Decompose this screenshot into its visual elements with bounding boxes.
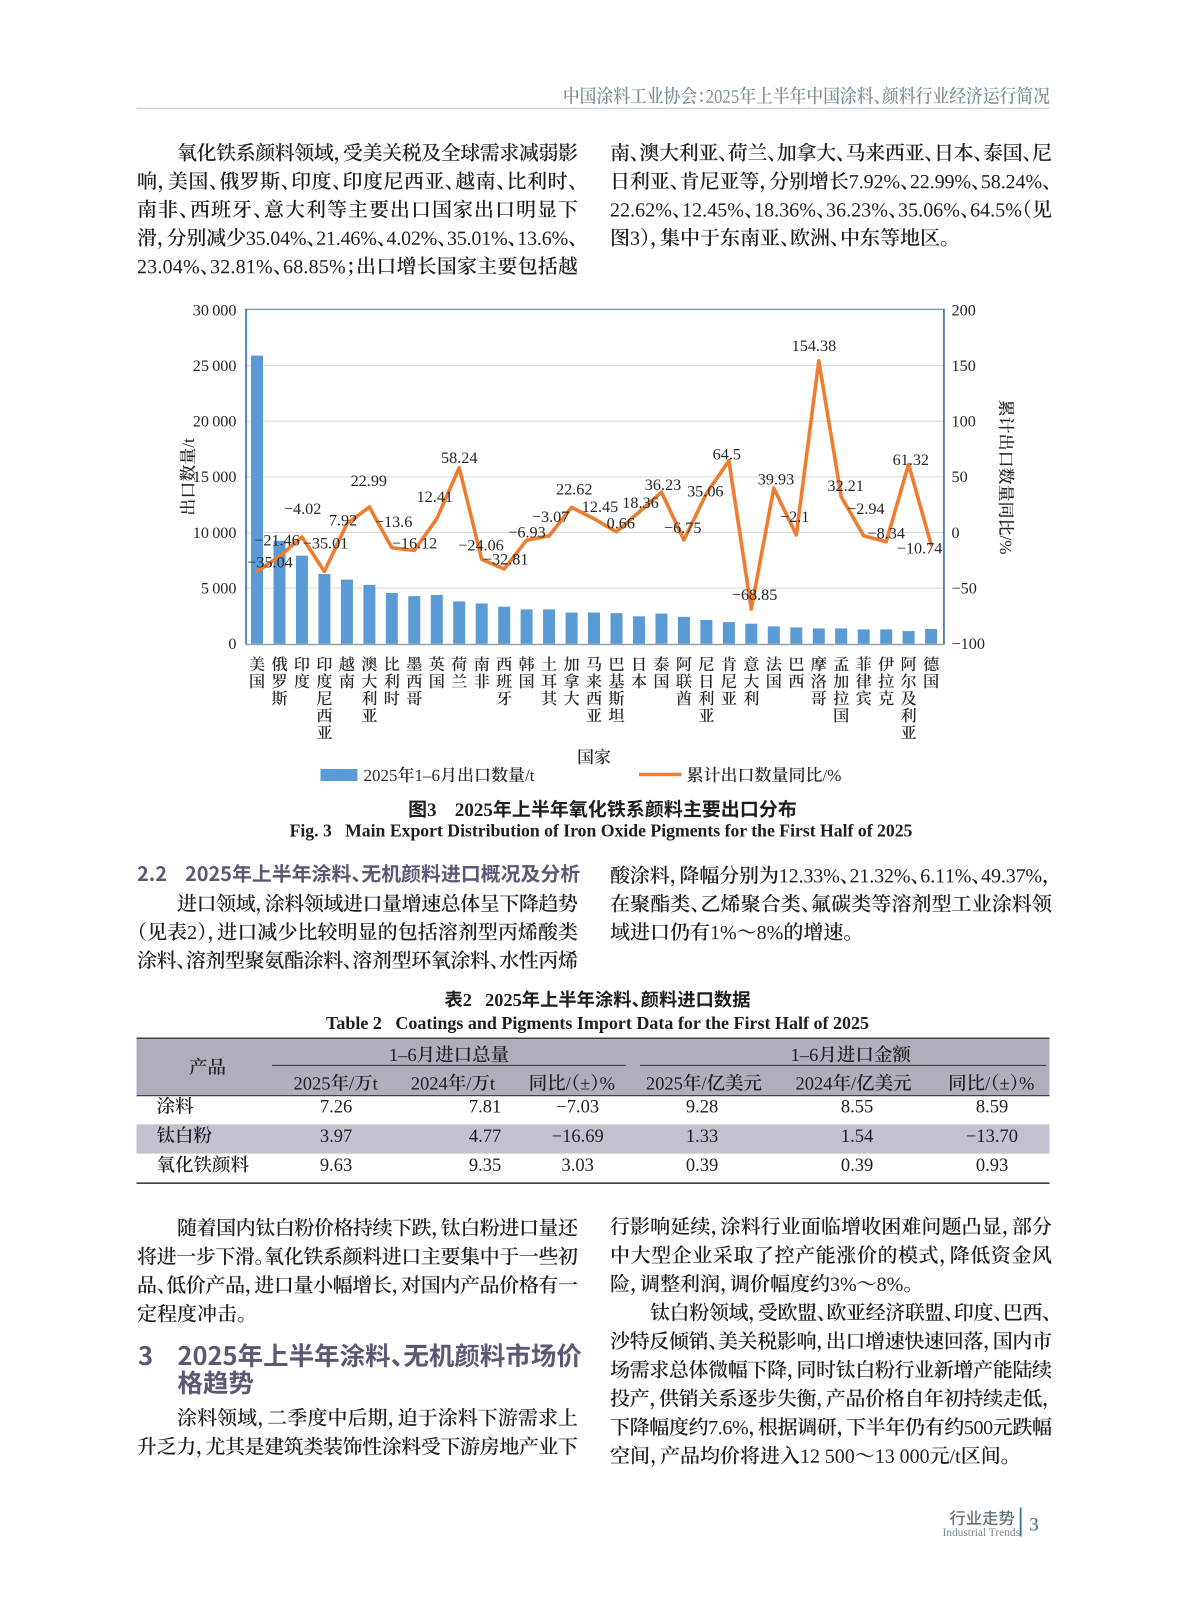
svg-text:0: 0 — [952, 524, 960, 542]
svg-text:−35.01: −35.01 — [303, 535, 349, 553]
svg-text:35.06: 35.06 — [687, 483, 723, 501]
svg-text:−50: −50 — [952, 580, 977, 598]
svg-text:−7.03: −7.03 — [556, 1098, 599, 1118]
svg-text:7.26: 7.26 — [320, 1098, 352, 1118]
svg-text:−13.70: −13.70 — [966, 1127, 1018, 1147]
svg-text:0.66: 0.66 — [607, 515, 635, 533]
svg-text:Fig. 3 Main Export Distribut: Fig. 3 Main Export Distribution of Iron … — [290, 821, 913, 841]
svg-text:36.23: 36.23 — [645, 476, 681, 494]
svg-text:−68.85: −68.85 — [732, 586, 778, 604]
svg-text:20 000: 20 000 — [193, 413, 237, 431]
svg-text:Industrial Trends: Industrial Trends — [943, 1527, 1021, 1539]
svg-text:−8.34: −8.34 — [867, 524, 904, 542]
svg-text:64.5: 64.5 — [713, 446, 741, 464]
svg-text:50: 50 — [952, 468, 968, 486]
svg-text:−24.06: −24.06 — [458, 537, 504, 555]
svg-text:9.35: 9.35 — [469, 1156, 501, 1176]
svg-text:−4.02: −4.02 — [284, 500, 321, 518]
svg-text:154.38: 154.38 — [792, 337, 837, 355]
svg-text:0: 0 — [228, 635, 236, 653]
svg-text:15 000: 15 000 — [193, 468, 237, 486]
svg-text:1.54: 1.54 — [841, 1127, 873, 1147]
svg-text:9.28: 9.28 — [686, 1098, 718, 1118]
svg-text:0.93: 0.93 — [976, 1156, 1008, 1176]
svg-text:22.99: 22.99 — [351, 472, 387, 490]
svg-text:1.33: 1.33 — [686, 1127, 718, 1147]
svg-text:−32.81: −32.81 — [483, 551, 529, 569]
svg-text:12.45: 12.45 — [582, 498, 618, 516]
svg-text:−35.04: −35.04 — [247, 554, 293, 572]
svg-text:3.97: 3.97 — [320, 1127, 352, 1147]
svg-text:7.92: 7.92 — [329, 512, 357, 530]
svg-text:200: 200 — [952, 301, 976, 319]
svg-text:10 000: 10 000 — [193, 524, 237, 542]
svg-text:−2.94: −2.94 — [847, 500, 884, 518]
svg-text:0.39: 0.39 — [686, 1156, 718, 1176]
svg-text:5 000: 5 000 — [201, 580, 237, 598]
svg-text:−16.69: −16.69 — [552, 1127, 604, 1147]
svg-text:0.39: 0.39 — [841, 1156, 873, 1176]
svg-text:−3.07: −3.07 — [532, 508, 569, 526]
svg-text:−2.1: −2.1 — [780, 508, 809, 526]
svg-text:3: 3 — [1029, 1515, 1039, 1536]
svg-text:18.36: 18.36 — [622, 494, 658, 512]
svg-text:9.63: 9.63 — [320, 1156, 352, 1176]
svg-text:−6.93: −6.93 — [508, 523, 545, 541]
svg-text:8.55: 8.55 — [841, 1098, 873, 1118]
svg-text:12.41: 12.41 — [417, 488, 453, 506]
svg-text:−13.6: −13.6 — [375, 513, 412, 531]
svg-text:3.03: 3.03 — [562, 1156, 594, 1176]
svg-text:39.93: 39.93 — [758, 471, 794, 489]
svg-text:22.62: 22.62 — [556, 481, 592, 499]
svg-text:8.59: 8.59 — [976, 1098, 1008, 1118]
svg-text:−16.12: −16.12 — [392, 535, 438, 553]
svg-text:−6.75: −6.75 — [664, 519, 701, 537]
svg-text:25 000: 25 000 — [193, 357, 237, 375]
svg-text:150: 150 — [952, 357, 976, 375]
svg-text:4.77: 4.77 — [469, 1127, 501, 1147]
svg-text:−100: −100 — [952, 635, 985, 653]
svg-text:Table 2 Coatings and Pigment: Table 2 Coatings and Pigments Import Dat… — [326, 1013, 869, 1033]
svg-text:32.21: 32.21 — [827, 477, 863, 495]
svg-text:58.24: 58.24 — [441, 449, 477, 467]
svg-text:61.32: 61.32 — [893, 451, 929, 469]
svg-text:30 000: 30 000 — [193, 301, 237, 319]
svg-text:−10.74: −10.74 — [897, 540, 943, 558]
svg-text:7.81: 7.81 — [469, 1098, 501, 1118]
svg-text:100: 100 — [952, 413, 976, 431]
svg-text:−21.46: −21.46 — [254, 532, 300, 550]
